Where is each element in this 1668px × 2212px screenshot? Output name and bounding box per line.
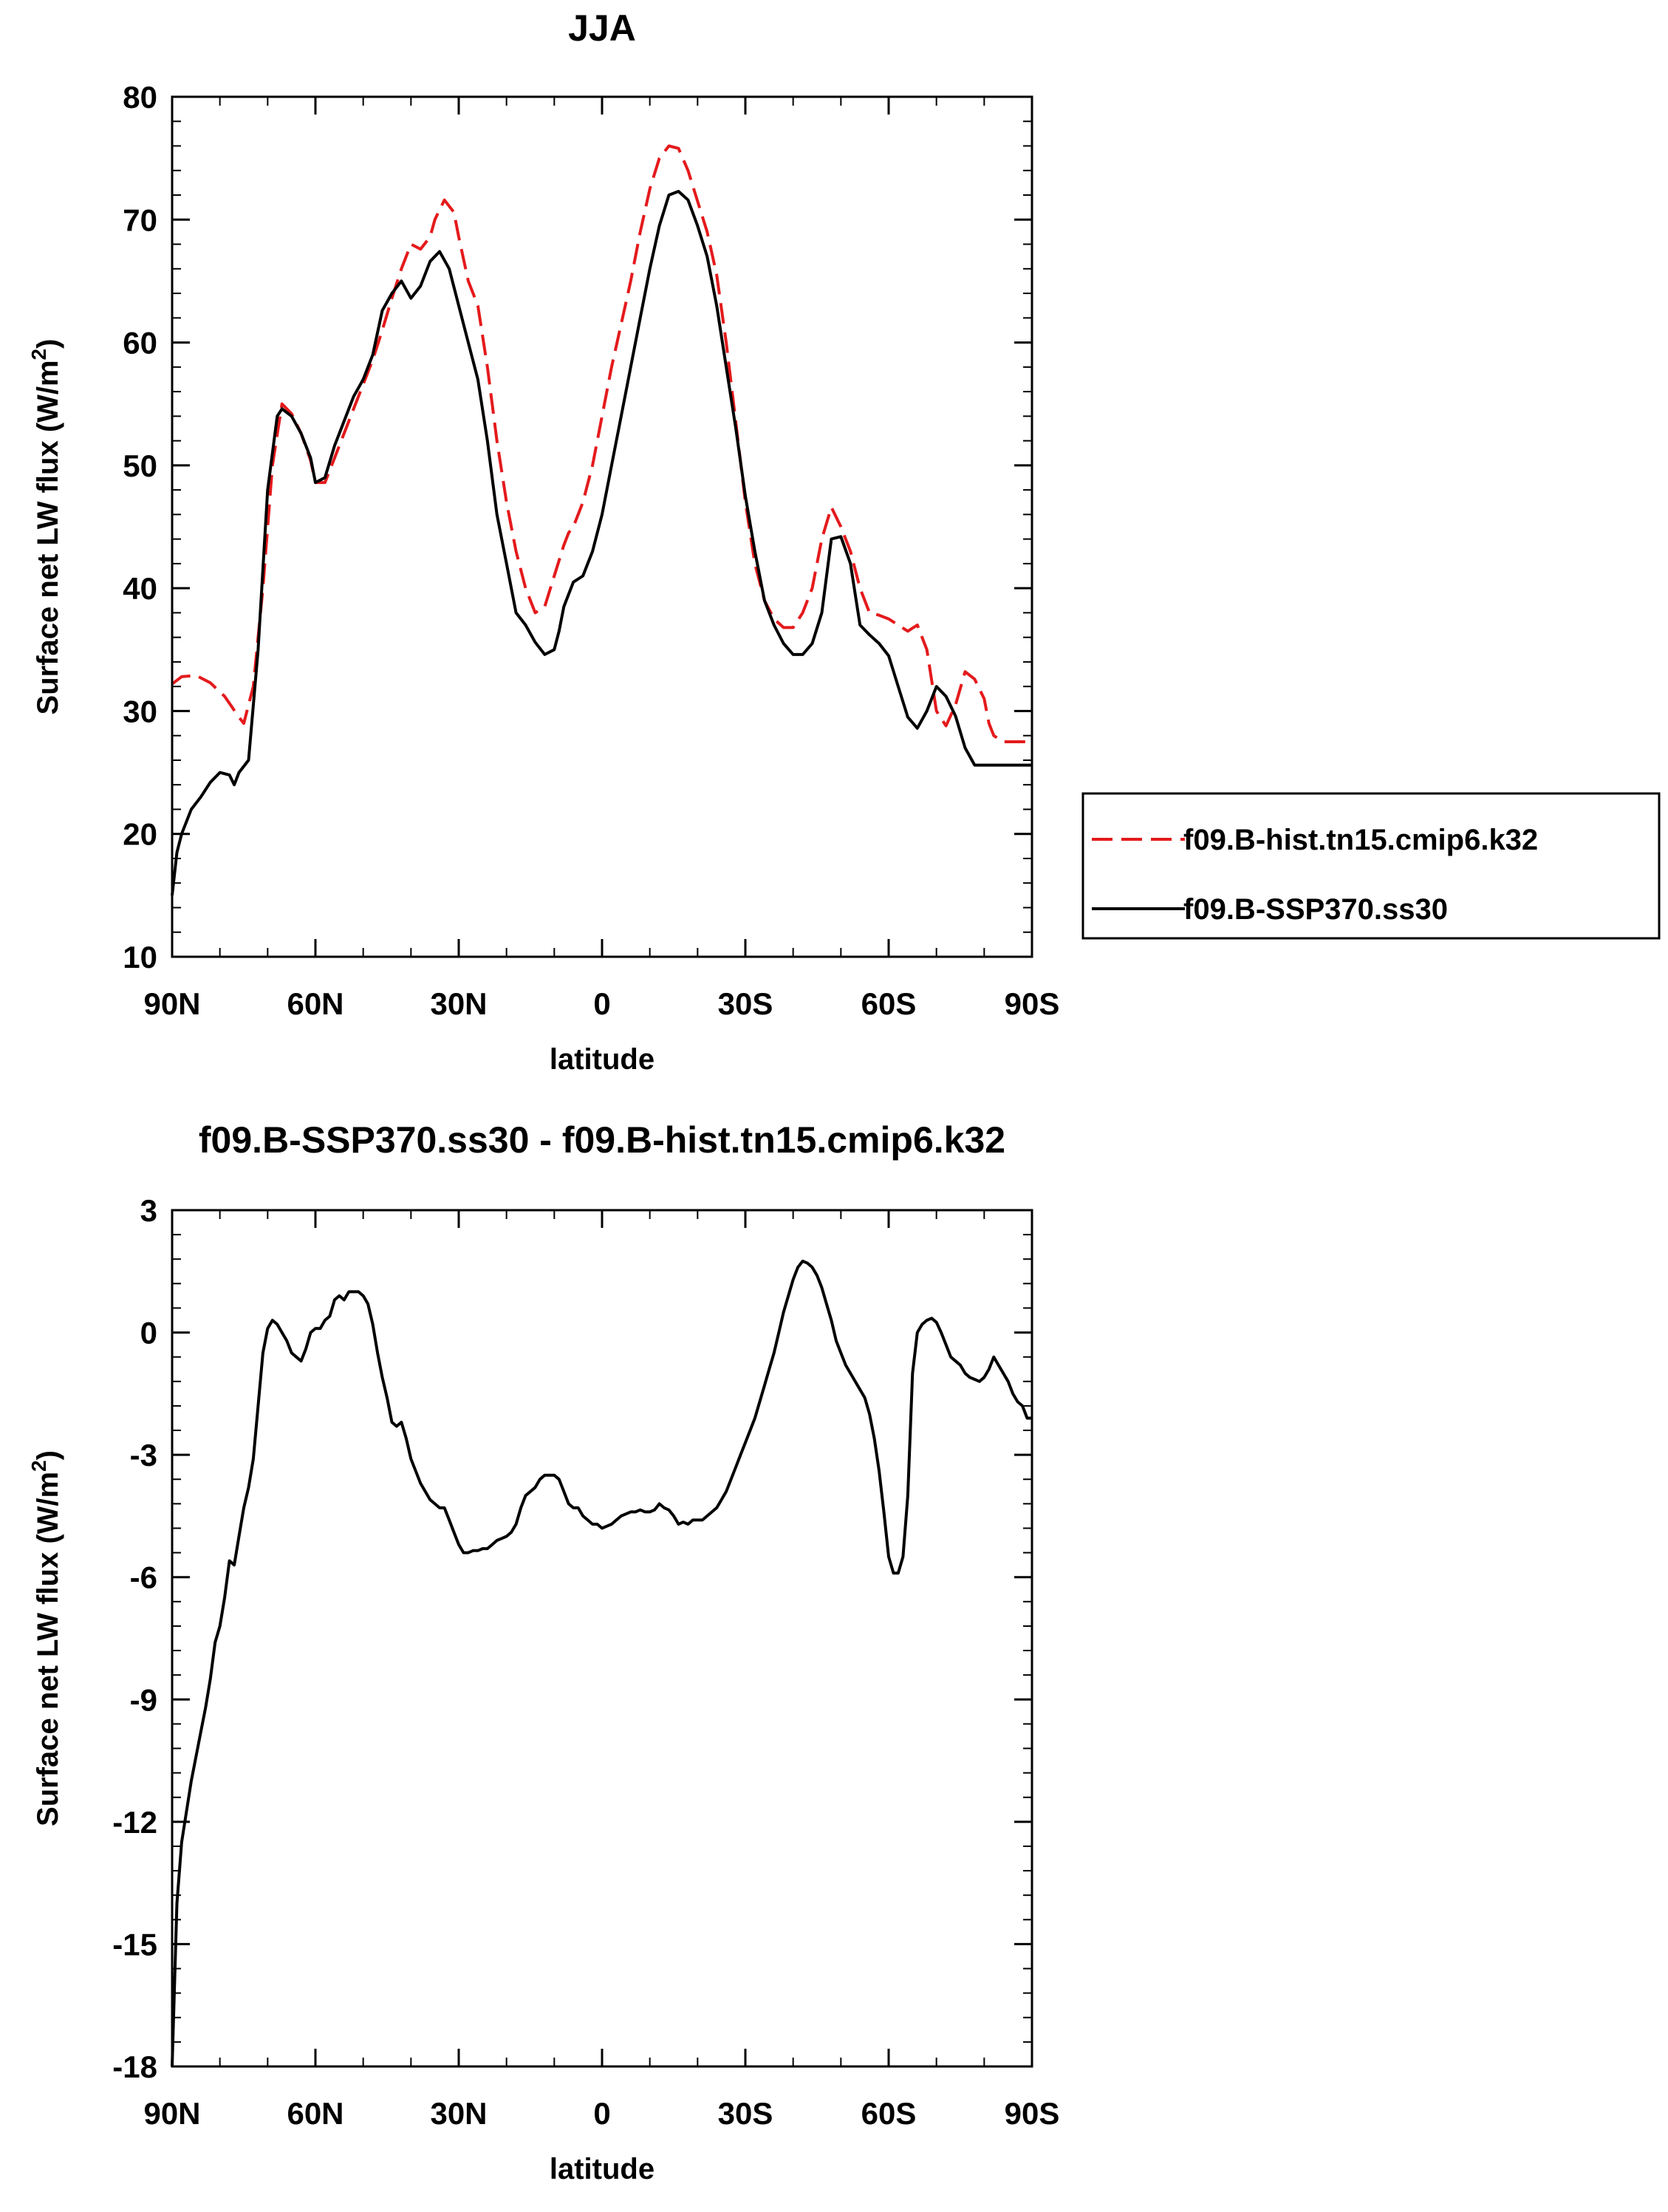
y-axis-label-end: ) <box>32 1450 64 1460</box>
y-tick-label: -12 <box>112 1805 157 1840</box>
y-tick-label: 10 <box>123 940 157 974</box>
x-tick-label: 0 <box>593 2096 610 2131</box>
y-tick-label: 70 <box>123 202 157 237</box>
legend-label-1: f09.B-SSP370.ss30 <box>1183 893 1448 926</box>
x-tick-label: 30N <box>430 2096 487 2131</box>
x-tick-label: 30S <box>718 2096 773 2131</box>
x-axis-label: latitude <box>550 1043 654 1076</box>
series-line-1 <box>171 190 1032 896</box>
difference-chart-panel: f09.B-SSP370.ss30 - f09.B-hist.tn15.cmip… <box>27 1119 1059 2185</box>
chart-title: f09.B-SSP370.ss30 - f09.B-hist.tn15.cmip… <box>199 1119 1005 1161</box>
y-tick-label: -6 <box>130 1560 157 1595</box>
y-tick-label: 40 <box>123 571 157 606</box>
y-tick-label: 20 <box>123 817 157 852</box>
series-line-0 <box>171 144 1032 743</box>
y-tick-label: -15 <box>112 1927 157 1962</box>
y-tick-label: -9 <box>130 1682 157 1717</box>
y-tick-label: 60 <box>123 326 157 361</box>
y-axis-label: Surface net LW flux (W/m2) <box>27 339 64 715</box>
series-line-0 <box>171 1260 1032 2067</box>
x-tick-label: 90N <box>143 986 200 1021</box>
y-axis-label-end: ) <box>32 339 64 349</box>
y-axis-label-superscript: 2 <box>27 349 50 361</box>
x-tick-label: 0 <box>593 986 610 1021</box>
y-axis-label-main: Surface net LW flux (W/m <box>32 360 64 714</box>
chart-title: JJA <box>568 7 636 49</box>
y-axis-label-superscript: 2 <box>27 1460 50 1472</box>
y-axis-label-main: Surface net LW flux (W/m <box>32 1472 64 1826</box>
y-axis-label: Surface net LW flux (W/m2) <box>27 1450 64 1826</box>
legend-box <box>1081 792 1661 940</box>
x-tick-label: 60S <box>861 2096 917 2131</box>
y-tick-label: -3 <box>130 1438 157 1472</box>
y-tick-label: 50 <box>123 448 157 483</box>
x-tick-label: 60S <box>861 986 917 1021</box>
x-tick-label: 30S <box>718 986 773 1021</box>
y-tick-label: 80 <box>123 80 157 115</box>
legend-label-0: f09.B-hist.tn15.cmip6.k32 <box>1183 824 1538 856</box>
y-tick-label: 0 <box>140 1316 157 1351</box>
top-chart-panel: JJA 10 20 30 40 50 60 70 80 90N 60N 30N 0 30S 60S 90S la… <box>27 7 1661 1076</box>
y-tick-label: -18 <box>112 2049 157 2084</box>
x-tick-label: 60N <box>287 986 343 1021</box>
x-tick-label: 90S <box>1005 986 1060 1021</box>
plot-frame <box>171 95 1033 958</box>
x-tick-label: 60N <box>287 2096 343 2131</box>
x-axis-label: latitude <box>550 2153 654 2185</box>
x-tick-label: 90N <box>143 2096 200 2131</box>
plot-frame <box>171 1209 1033 2068</box>
x-tick-label: 30N <box>430 986 487 1021</box>
y-tick-label: 3 <box>140 1193 157 1228</box>
y-tick-label: 30 <box>123 694 157 728</box>
x-tick-label: 90S <box>1005 2096 1060 2131</box>
